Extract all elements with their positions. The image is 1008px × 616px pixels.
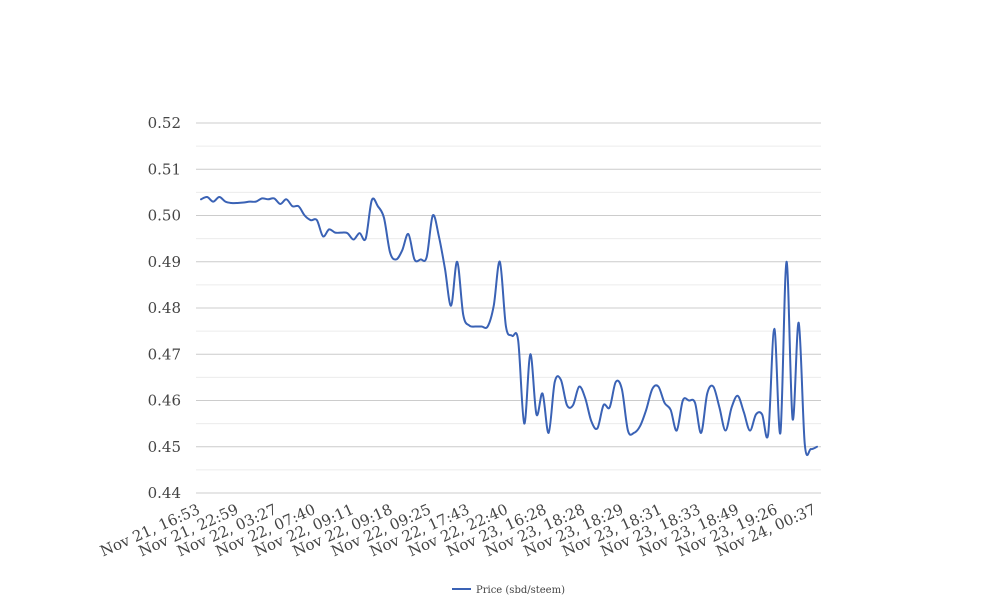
series-line-price: [200, 195, 818, 457]
y-tick-label: 0.46: [148, 392, 181, 410]
y-axis-tick-labels: 0.44 0.45 0.46 0.47 0.48 0.49 0.50 0.51 0.52: [148, 114, 181, 502]
gridlines: [196, 122, 821, 494]
y-tick-label: 0.52: [148, 114, 181, 132]
y-tick-label: 0.48: [148, 299, 181, 317]
y-tick-label: 0.45: [148, 438, 181, 456]
legend: Price (sbd/steem): [452, 585, 565, 596]
y-tick-label: 0.49: [148, 253, 181, 271]
y-tick-label: 0.51: [148, 160, 181, 178]
y-tick-label: 0.50: [148, 207, 181, 225]
y-tick-label: 0.47: [148, 345, 181, 363]
y-tick-label: 0.44: [148, 484, 181, 502]
legend-label: Price (sbd/steem): [476, 585, 565, 596]
